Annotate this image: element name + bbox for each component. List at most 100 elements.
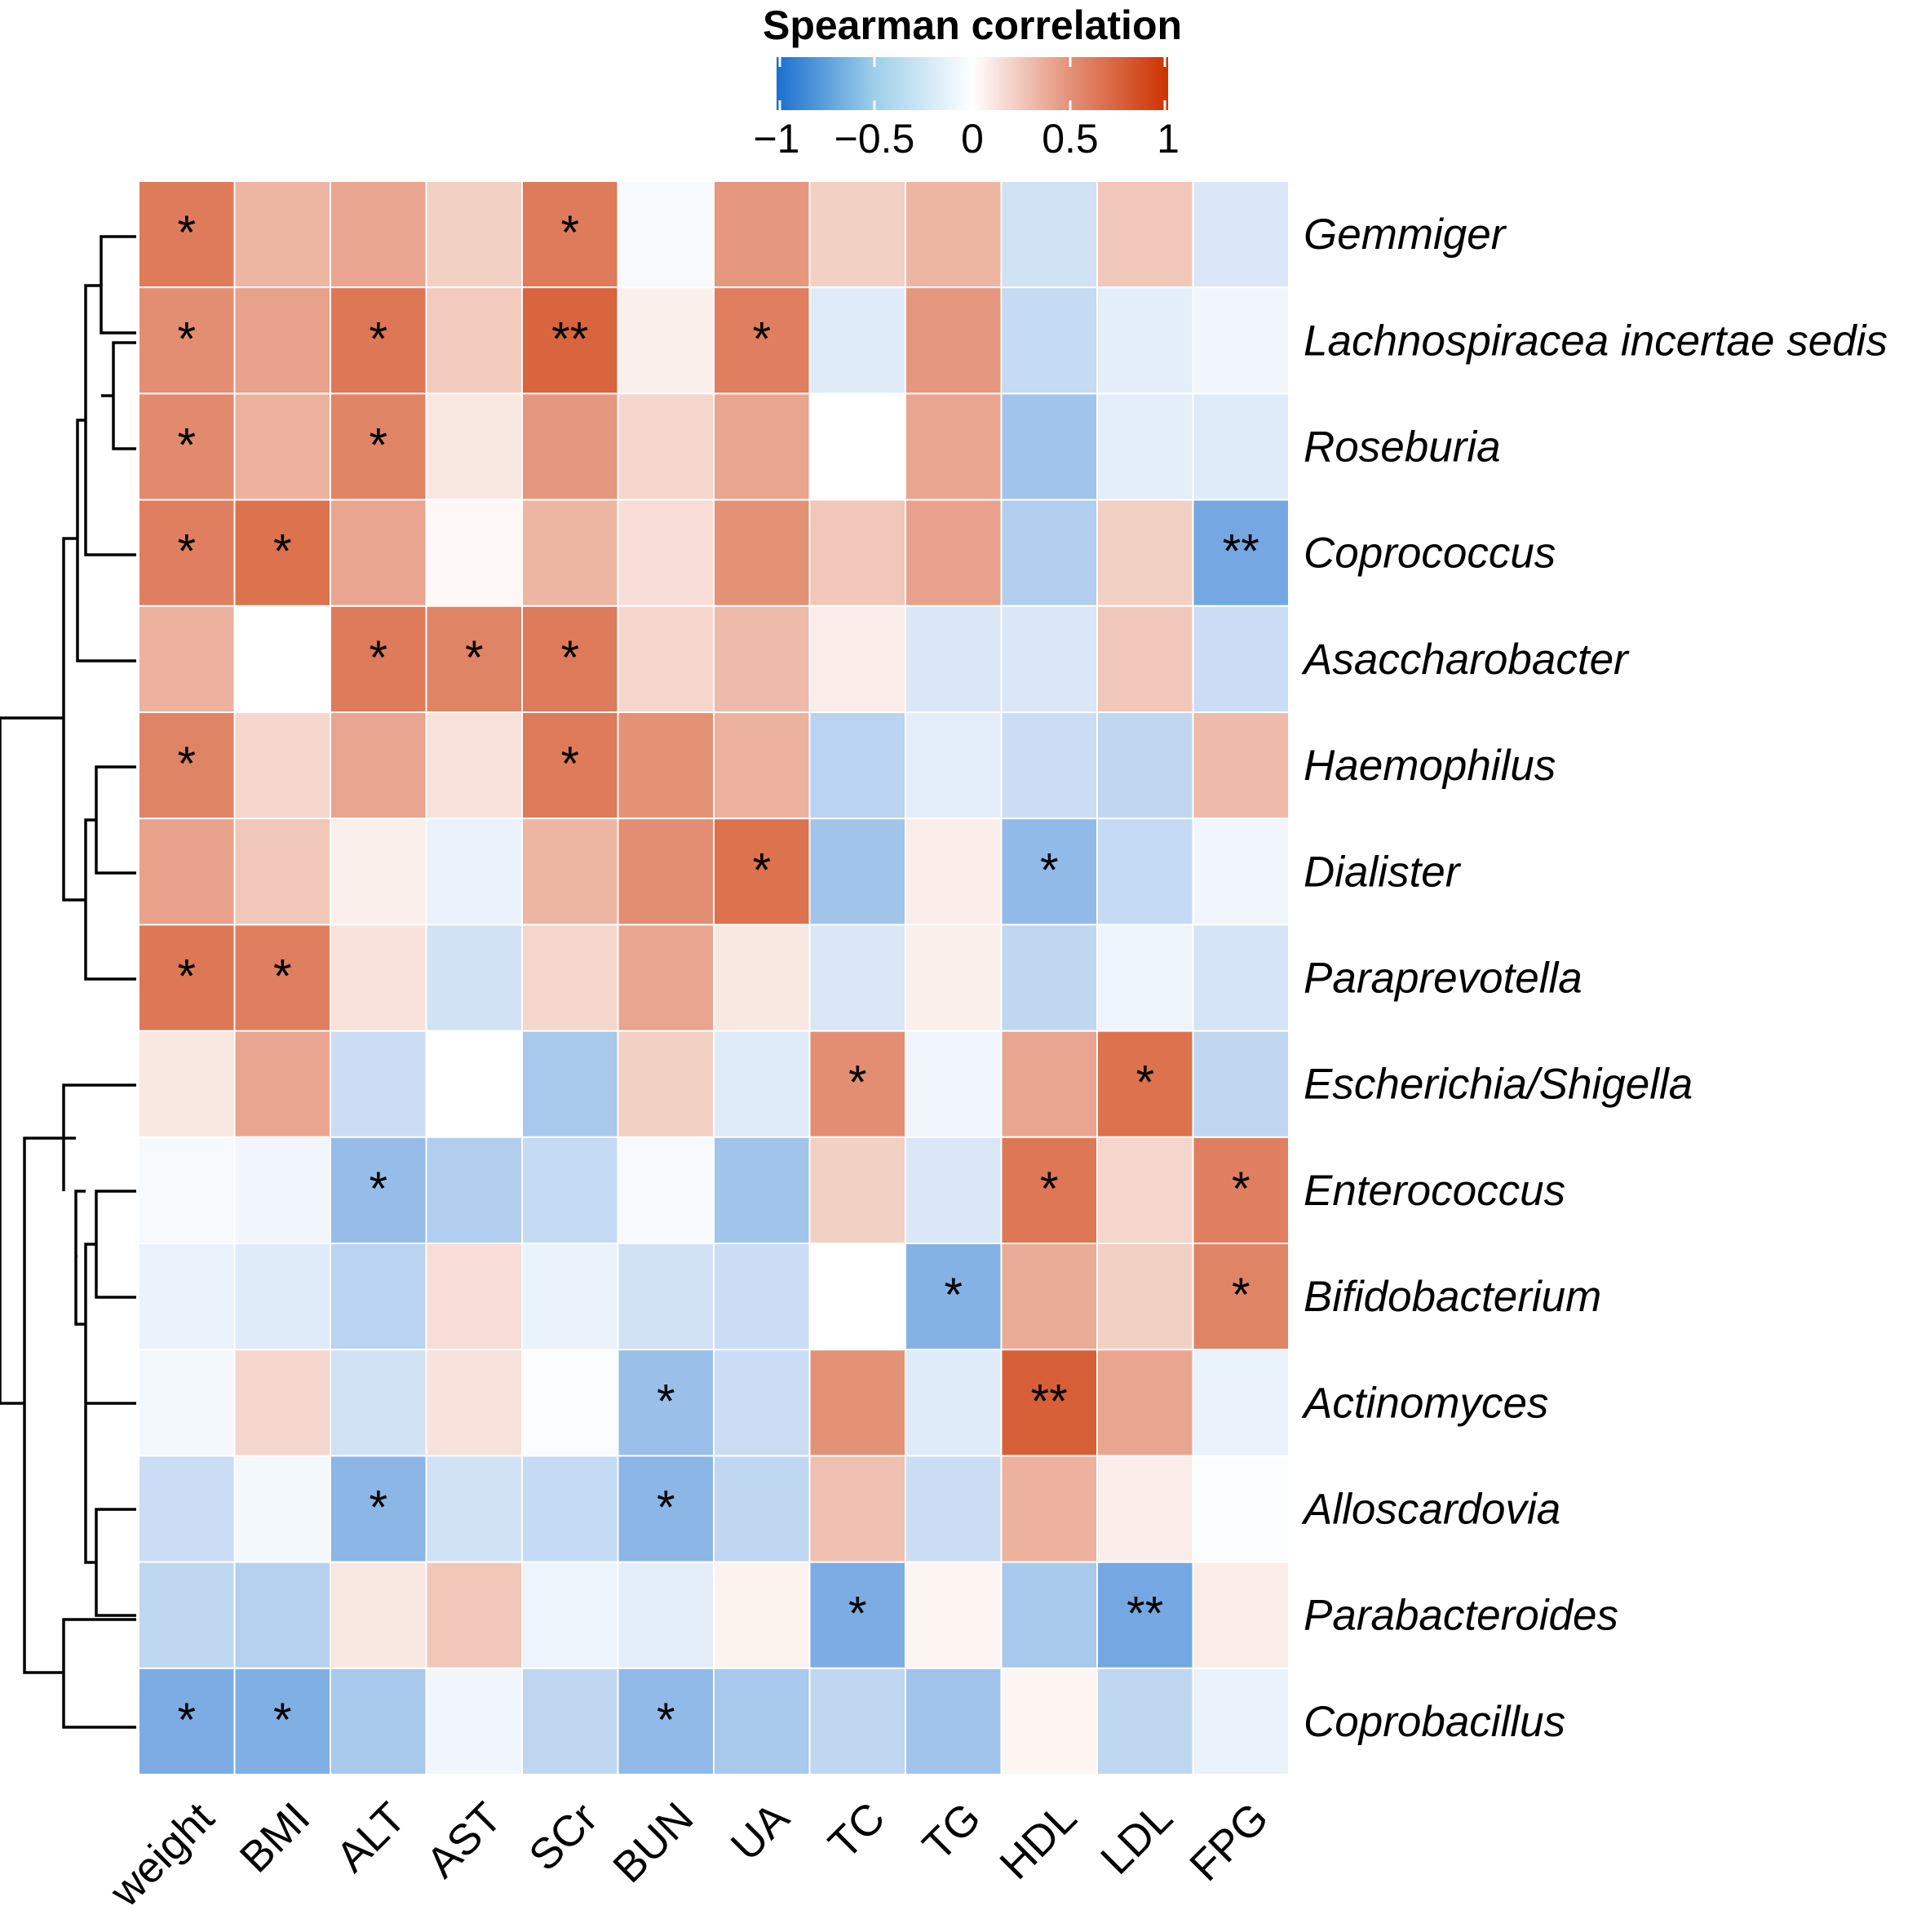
heatmap-cell bbox=[1192, 392, 1290, 501]
heatmap-cell bbox=[233, 499, 331, 607]
heatmap-cell bbox=[1000, 1243, 1098, 1351]
heatmap-cell bbox=[138, 605, 236, 713]
heatmap-cell bbox=[330, 605, 427, 713]
heatmap-cell bbox=[1096, 499, 1194, 607]
heatmap-cell bbox=[713, 286, 811, 395]
heatmap-cell bbox=[233, 180, 331, 289]
heatmap-cell bbox=[1096, 818, 1194, 926]
heatmap-cell bbox=[233, 818, 331, 926]
heatmap-cell bbox=[905, 499, 1003, 607]
row-label: Bifidobacterium bbox=[1304, 1273, 1601, 1321]
significance-marker: * bbox=[369, 631, 387, 685]
heatmap-cell bbox=[617, 1667, 715, 1776]
row-label: Parabacteroides bbox=[1304, 1592, 1618, 1640]
heatmap-cell bbox=[905, 605, 1003, 713]
heatmap-cell bbox=[1000, 1561, 1098, 1669]
heatmap-cell bbox=[425, 1243, 523, 1351]
heatmap-cell bbox=[905, 1030, 1003, 1138]
heatmap-cell bbox=[1192, 1667, 1290, 1776]
heatmap-cell bbox=[617, 605, 715, 713]
significance-marker: * bbox=[177, 525, 196, 578]
heatmap-cell bbox=[1096, 1030, 1194, 1138]
heatmap-cell bbox=[808, 711, 906, 820]
heatmap-cell bbox=[713, 605, 811, 713]
heatmap-cell bbox=[330, 286, 427, 395]
row-label: Enterococcus bbox=[1304, 1167, 1565, 1215]
heatmap-cell bbox=[808, 1667, 906, 1776]
heatmap-cell bbox=[1000, 1455, 1098, 1563]
heatmap-cell bbox=[808, 1243, 906, 1351]
heatmap-cell bbox=[1192, 1030, 1290, 1138]
heatmap-cell bbox=[713, 1561, 811, 1669]
row-label: Actinomyces bbox=[1301, 1379, 1548, 1427]
legend-tick-label: 0 bbox=[961, 116, 984, 162]
legend-tick-label: 0.5 bbox=[1042, 116, 1099, 162]
heatmap-cell bbox=[521, 499, 619, 607]
heatmap-cell bbox=[1000, 1030, 1098, 1138]
heatmap-cell bbox=[617, 286, 715, 395]
heatmap-cell bbox=[808, 180, 906, 289]
heatmap-cell bbox=[138, 924, 236, 1032]
legend-title: Spearman correlation bbox=[763, 2, 1182, 48]
heatmap-cell bbox=[425, 1349, 523, 1457]
row-label: Dialister bbox=[1304, 848, 1462, 896]
heatmap-cell bbox=[617, 1243, 715, 1351]
heatmap-cell bbox=[330, 924, 427, 1032]
heatmap-cell bbox=[1192, 286, 1290, 395]
heatmap-cell bbox=[425, 1561, 523, 1669]
heatmap-cell bbox=[521, 924, 619, 1032]
significance-marker: * bbox=[848, 1057, 867, 1110]
heatmap-cell bbox=[233, 1030, 331, 1138]
heatmap-cell bbox=[330, 1243, 427, 1351]
heatmap-cell bbox=[138, 818, 236, 926]
significance-marker: * bbox=[657, 1482, 675, 1535]
significance-marker: ** bbox=[551, 312, 588, 366]
dendrogram-branches bbox=[0, 235, 136, 1729]
heatmap-cell bbox=[1000, 711, 1098, 820]
heatmap-cell bbox=[138, 392, 236, 501]
heatmap-cell bbox=[425, 286, 523, 395]
row-label: Coprobacillus bbox=[1304, 1698, 1565, 1746]
heatmap-cell bbox=[521, 1349, 619, 1457]
heatmap-cell bbox=[1096, 1561, 1194, 1669]
heatmap-cell bbox=[521, 1136, 619, 1245]
heatmap-cell bbox=[617, 392, 715, 501]
significance-marker: * bbox=[848, 1588, 867, 1641]
significance-marker: * bbox=[560, 206, 579, 259]
significance-marker: * bbox=[944, 1269, 963, 1322]
heatmap-cell bbox=[330, 1455, 427, 1563]
significance-marker: * bbox=[273, 950, 292, 1004]
heatmap-cell bbox=[1096, 286, 1194, 395]
heatmap-cell bbox=[808, 392, 906, 501]
significance-marker: * bbox=[752, 312, 771, 366]
heatmap-cell bbox=[425, 180, 523, 289]
significance-marker: * bbox=[369, 1163, 387, 1216]
heatmap-cell bbox=[1096, 1243, 1194, 1351]
heatmap-cell bbox=[905, 286, 1003, 395]
row-label: Lachnospiracea incertae sedis bbox=[1304, 317, 1888, 365]
significance-marker: * bbox=[273, 1694, 292, 1747]
heatmap-cell bbox=[425, 1667, 523, 1776]
significance-marker: * bbox=[560, 631, 579, 685]
heatmap-cell bbox=[330, 1136, 427, 1245]
heatmap-cell bbox=[617, 1030, 715, 1138]
heatmap-cell bbox=[713, 499, 811, 607]
heatmap-cell bbox=[233, 1243, 331, 1351]
row-label: Paraprevotella bbox=[1304, 955, 1583, 1003]
heatmap-cell bbox=[1096, 924, 1194, 1032]
heatmap-cell bbox=[138, 1455, 236, 1563]
significance-marker: * bbox=[1232, 1163, 1251, 1216]
heatmap-cell bbox=[1000, 392, 1098, 501]
heatmap-cell bbox=[521, 1455, 619, 1563]
heatmap-cell bbox=[713, 1667, 811, 1776]
heatmap-cell bbox=[233, 1136, 331, 1245]
significance-marker: * bbox=[657, 1375, 675, 1428]
heatmap-cell bbox=[1096, 180, 1194, 289]
heatmap-cell bbox=[1192, 1455, 1290, 1563]
heatmap-cell bbox=[330, 711, 427, 820]
heatmap-cell bbox=[521, 1561, 619, 1669]
heatmap-cell bbox=[713, 1243, 811, 1351]
heatmap-cell bbox=[808, 1561, 906, 1669]
heatmap-cell bbox=[1192, 924, 1290, 1032]
